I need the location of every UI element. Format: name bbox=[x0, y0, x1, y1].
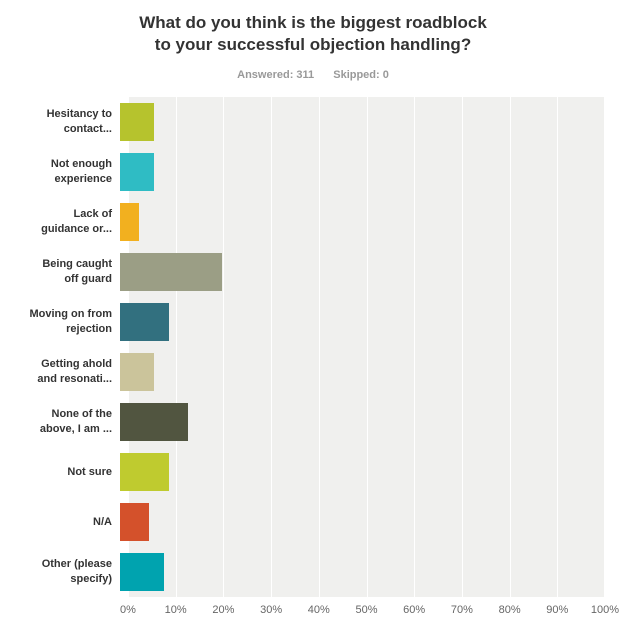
bar-track bbox=[120, 253, 605, 292]
bar bbox=[120, 253, 222, 292]
bar-track bbox=[120, 353, 605, 392]
bar-track bbox=[120, 153, 605, 192]
category-label: None of the above, I am ... bbox=[39, 408, 112, 436]
chart-row: Not sure bbox=[0, 447, 605, 497]
response-stats: Answered: 311 Skipped: 0 bbox=[0, 69, 626, 81]
chart-row: Getting ahold and resonati... bbox=[0, 347, 605, 397]
x-axis-tick-label: 100% bbox=[590, 604, 620, 617]
gridline bbox=[366, 97, 368, 598]
bar-chart: Hesitancy to contact... Not enough experi… bbox=[0, 97, 626, 623]
gridline bbox=[128, 97, 129, 598]
category-label: Not sure bbox=[67, 465, 112, 478]
chart-rows: Hesitancy to contact... Not enough experi… bbox=[0, 97, 605, 598]
gridline bbox=[175, 97, 177, 598]
bar-track bbox=[120, 503, 605, 542]
bar-track bbox=[120, 553, 605, 592]
category-label: Getting ahold and resonati... bbox=[37, 358, 112, 386]
chart-title: What do you think is the biggest roadblo… bbox=[20, 12, 606, 56]
category-label: Not enough experience bbox=[50, 158, 112, 186]
bar bbox=[120, 203, 140, 242]
x-axis-tick-label: 0% bbox=[120, 604, 136, 617]
chart-row: Being caught off guard bbox=[0, 247, 605, 297]
gridline bbox=[461, 97, 463, 598]
skipped-count: Skipped: 0 bbox=[333, 69, 389, 82]
x-axis-tick-label: 40% bbox=[307, 604, 330, 617]
bar-track bbox=[120, 303, 605, 342]
bar bbox=[120, 403, 188, 442]
gridline bbox=[318, 97, 320, 598]
x-axis: 0% 10% 20% 30% 40% 50% 60% 70% 80% 90% 100% bbox=[120, 597, 619, 623]
x-axis-tick-label: 80% bbox=[498, 604, 521, 617]
gridline bbox=[509, 97, 511, 598]
chart-row: None of the above, I am ... bbox=[0, 397, 605, 447]
bar bbox=[120, 303, 169, 342]
chart-row: Not enough experience bbox=[0, 147, 605, 197]
category-label: Lack of guidance or... bbox=[41, 208, 112, 236]
category-label: Hesitancy to contact... bbox=[46, 108, 112, 136]
bar bbox=[120, 353, 154, 392]
bar-track bbox=[120, 453, 605, 492]
gridline bbox=[557, 97, 559, 598]
chart-title-line1: What do you think is the biggest roadblo… bbox=[139, 13, 487, 32]
category-label: N/A bbox=[93, 515, 112, 528]
bar bbox=[120, 153, 154, 192]
gridline bbox=[223, 97, 225, 598]
gridline bbox=[414, 97, 416, 598]
x-axis-tick-label: 60% bbox=[403, 604, 426, 617]
chart-row: Hesitancy to contact... bbox=[0, 97, 605, 147]
answered-count: Answered: 311 bbox=[237, 69, 315, 82]
x-axis-tick-label: 30% bbox=[260, 604, 283, 617]
chart-row: Moving on from rejection bbox=[0, 297, 605, 347]
category-label: Moving on from rejection bbox=[29, 308, 113, 336]
chart-row: Other (please specify) bbox=[0, 547, 605, 597]
chart-row: Lack of guidance or... bbox=[0, 197, 605, 247]
gridline bbox=[604, 97, 605, 598]
bar-track bbox=[120, 103, 605, 142]
chart-title-line2: to your successful objection handling? bbox=[154, 35, 472, 55]
category-label: Being caught off guard bbox=[42, 258, 112, 286]
x-axis-tick-label: 20% bbox=[212, 604, 235, 617]
bar bbox=[120, 103, 154, 142]
gridline bbox=[271, 97, 273, 598]
bar-track bbox=[120, 203, 605, 242]
bar bbox=[120, 453, 169, 492]
chart-row: N/A bbox=[0, 497, 605, 547]
bar bbox=[120, 553, 164, 592]
x-axis-tick-label: 90% bbox=[546, 604, 569, 617]
bar-track bbox=[120, 403, 605, 442]
plot-area bbox=[128, 97, 605, 598]
x-axis-tick-label: 10% bbox=[164, 604, 187, 617]
category-label: Other (please specify) bbox=[41, 558, 112, 586]
x-axis-tick-label: 70% bbox=[450, 604, 473, 617]
x-axis-tick-label: 50% bbox=[355, 604, 378, 617]
bar bbox=[120, 503, 150, 542]
